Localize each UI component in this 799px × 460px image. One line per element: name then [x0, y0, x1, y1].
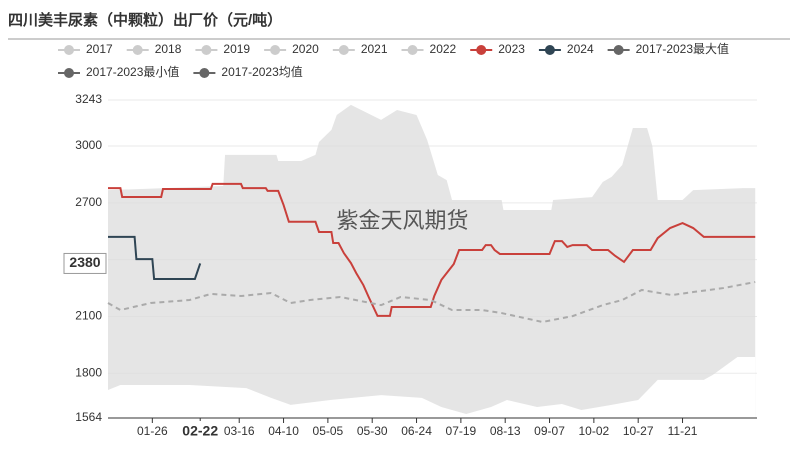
legend-label: 2023	[498, 42, 525, 56]
x-tick-label: 10-02	[579, 424, 610, 438]
legend-marker	[407, 45, 418, 55]
x-tick-label: 05-30	[357, 424, 388, 438]
x-tick-label: 01-26	[137, 424, 168, 438]
x-tick-label: 10-27	[623, 424, 654, 438]
x-tick-label: 05-05	[313, 424, 344, 438]
legend-label: 2017-2023均值	[221, 64, 302, 79]
y-tick-label: 3000	[75, 138, 102, 152]
crosshair-y-box	[63, 252, 107, 274]
y-tick-label: 3243	[75, 92, 102, 106]
legend-label: 2022	[430, 42, 457, 56]
crosshair-x-box	[176, 421, 225, 443]
legend-marker	[270, 45, 281, 55]
legend-label: 2018	[155, 42, 182, 56]
series-line	[108, 235, 202, 280]
legend-marker	[64, 45, 74, 55]
legend-label: 2021	[361, 42, 388, 56]
legend-label: 2019	[223, 42, 250, 56]
y-tick-label: 1564	[75, 410, 102, 424]
legend-item[interactable]: 2023	[470, 42, 525, 56]
legend-label: 2020	[292, 42, 319, 56]
max-area	[108, 104, 756, 418]
legend-marker	[613, 45, 624, 55]
y-tick-label: 1800	[75, 365, 102, 379]
crosshair-y-label: 2380	[69, 254, 100, 270]
legend-item[interactable]: 2019	[195, 42, 250, 56]
legend-marker	[476, 45, 487, 55]
x-tick-label: 04-10	[268, 424, 299, 438]
legend-marker	[338, 45, 349, 55]
series-line	[108, 182, 756, 317]
x-tick-label: 11-21	[668, 424, 698, 438]
legend-marker	[544, 45, 555, 55]
legend-label: 2017-2023最大值	[636, 41, 729, 56]
legend-item[interactable]: 2020	[264, 42, 319, 56]
legend-item[interactable]: 2017-2023最大值	[607, 41, 729, 56]
legend-marker	[201, 45, 212, 55]
legend-item[interactable]: 2018	[126, 42, 182, 56]
legend-label: 2017-2023最小值	[86, 64, 179, 79]
legend-label: 2017	[86, 42, 113, 56]
legend-item[interactable]: 2017	[58, 42, 113, 56]
chart-title: 四川美丰尿素（中颗粒）出厂价（元/吨）	[8, 11, 282, 29]
legend-item[interactable]: 2022	[401, 42, 457, 56]
legend-item[interactable]: 2017-2023均值	[193, 64, 303, 79]
x-tick-label: 08-13	[490, 424, 521, 438]
legend-label: 2024	[567, 42, 594, 56]
min-area	[108, 357, 756, 418]
mean-line	[107, 281, 756, 323]
legend-item[interactable]: 2024	[538, 42, 594, 56]
x-tick-label: 07-19	[446, 424, 477, 438]
x-tick-label: 03-16	[224, 424, 255, 438]
watermark: 紫金天风期货	[336, 208, 468, 233]
y-tick-label: 2100	[75, 309, 102, 323]
x-tick-label: 09-07	[534, 424, 565, 438]
legend-marker	[64, 68, 74, 78]
legend-marker	[199, 68, 210, 78]
y-tick-label: 2700	[75, 195, 102, 209]
legend-item[interactable]: 2017-2023最小值	[58, 64, 179, 79]
legend-item[interactable]: 2021	[332, 42, 388, 56]
crosshair-x-label: 02-22	[182, 423, 218, 439]
x-tick-label: 06-24	[401, 424, 432, 438]
legend-marker	[132, 45, 143, 55]
